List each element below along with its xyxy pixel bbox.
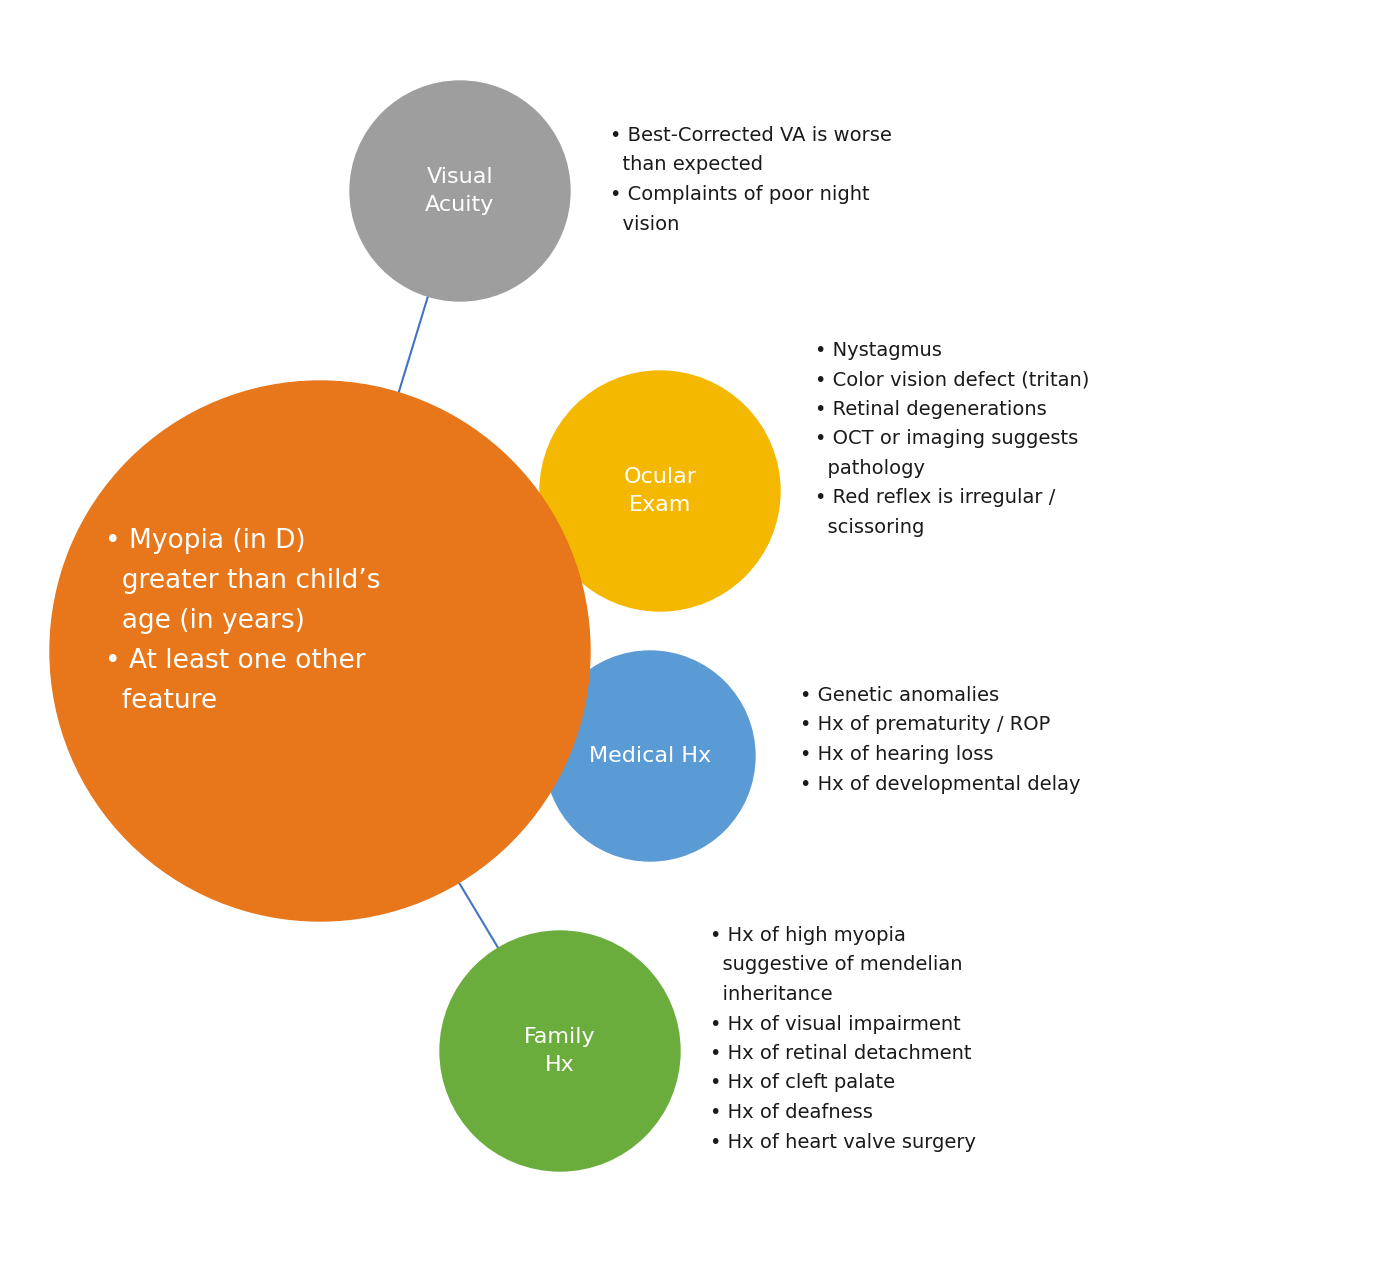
Circle shape [545, 651, 755, 860]
Circle shape [350, 81, 570, 301]
Text: Medical Hx: Medical Hx [589, 746, 711, 766]
Text: • Hx of high myopia
  suggestive of mendelian
  inheritance
• Hx of visual impai: • Hx of high myopia suggestive of mendel… [710, 927, 976, 1152]
Text: Visual
Acuity: Visual Acuity [426, 167, 494, 215]
Circle shape [540, 371, 780, 611]
Text: • Myopia (in D)
  greater than child’s
  age (in years)
• At least one other
  f: • Myopia (in D) greater than child’s age… [105, 527, 381, 714]
Text: • Nystagmus
• Color vision defect (tritan)
• Retinal degenerations
• OCT or imag: • Nystagmus • Color vision defect (trita… [815, 341, 1089, 538]
Text: • Best-Corrected VA is worse
  than expected
• Complaints of poor night
  vision: • Best-Corrected VA is worse than expect… [610, 126, 892, 234]
Text: • Genetic anomalies
• Hx of prematurity / ROP
• Hx of hearing loss
• Hx of devel: • Genetic anomalies • Hx of prematurity … [799, 686, 1081, 793]
Text: Family
Hx: Family Hx [524, 1027, 596, 1075]
Text: Ocular
Exam: Ocular Exam [623, 466, 697, 515]
Circle shape [440, 930, 680, 1171]
Circle shape [50, 381, 589, 921]
